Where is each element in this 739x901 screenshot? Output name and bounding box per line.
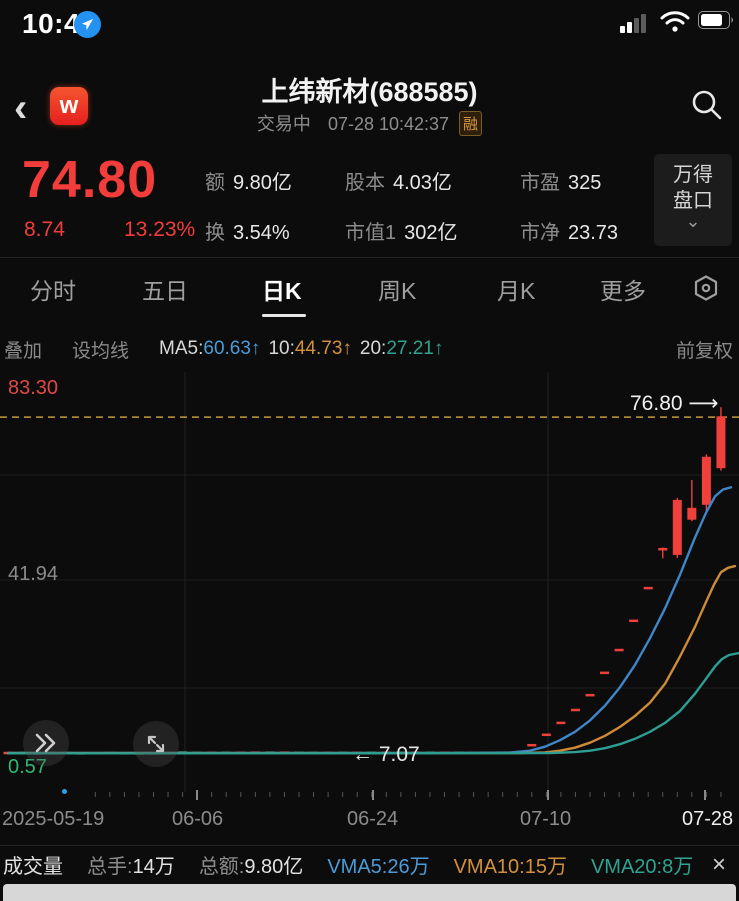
- stat-label: 额: [205, 172, 225, 194]
- tab-monthly-k[interactable]: 月K: [497, 278, 536, 304]
- chevron-down-icon: ⌄: [685, 211, 701, 231]
- stat-marketcap: 市值1 302亿: [345, 216, 458, 245]
- arrow-right-icon: ⟶: [688, 392, 719, 415]
- y-axis-mid-label: 41.94: [8, 563, 59, 585]
- wind-app-icon[interactable]: w: [50, 87, 88, 125]
- stat-pb: 市净 23.73: [520, 216, 618, 245]
- stat-label: 股本: [345, 172, 385, 194]
- wind-order-book-button[interactable]: 万得 盘口 ⌄: [654, 154, 732, 246]
- stat-label: 换: [205, 222, 225, 244]
- battery-icon: [698, 11, 735, 31]
- price-change: 8.74: [24, 218, 65, 241]
- total-amount-label: 总额:: [198, 856, 245, 878]
- vma5-value: VMA5:26万: [327, 856, 430, 878]
- stat-turnover: 换 3.54%: [205, 216, 290, 245]
- active-tab-underline: [262, 314, 306, 317]
- x-label-2: 06-24: [347, 808, 399, 830]
- set-ma-button[interactable]: 设均线: [72, 340, 130, 362]
- ma5-label: MA5:: [159, 338, 204, 359]
- stat-value: 4.03亿: [393, 172, 452, 194]
- wifi-icon: [660, 11, 690, 33]
- stat-label: 市盈: [520, 172, 560, 194]
- y-axis-min-label: 0.57: [8, 756, 47, 778]
- volume-pane-edge: [3, 884, 736, 901]
- divider: [0, 257, 739, 258]
- page-title: 上纬新材(688585): [261, 77, 478, 107]
- stat-label: 市净: [520, 222, 560, 244]
- tab-daily-k[interactable]: 日K: [262, 278, 302, 304]
- stat-value: 325: [568, 172, 602, 194]
- volume-title: 成交量: [3, 856, 63, 878]
- quote-datetime: 07-28 10:42:37: [327, 114, 450, 134]
- x-label-1: 06-06: [172, 808, 224, 830]
- stat-label: 市值1: [345, 222, 397, 244]
- ma5-value: 60.63↑: [203, 338, 261, 359]
- chart-toolbar: 叠加 设均线 MA5: 60.63↑ 10: 44.73↑ 20: 27.21↑…: [0, 333, 739, 365]
- stat-shares: 股本 4.03亿: [345, 166, 452, 195]
- marker-dot: [62, 789, 67, 794]
- location-icon: [74, 11, 101, 38]
- tab-more[interactable]: 更多: [600, 278, 646, 304]
- stat-value: 23.73: [568, 222, 619, 244]
- x-label-4: 07-28: [682, 808, 734, 830]
- back-button[interactable]: ‹: [14, 86, 28, 130]
- price-change-percent: 13.23%: [124, 218, 196, 241]
- y-axis-max-label: 83.30: [8, 377, 59, 399]
- volume-info-bar: 成交量 总手:14万 总额:9.80亿 VMA5:26万 VMA10:15万 V…: [0, 845, 739, 883]
- total-lots-label: 总手:: [87, 856, 133, 878]
- adjust-mode-button[interactable]: 前复权: [675, 340, 733, 362]
- stat-value: 9.80亿: [233, 172, 292, 194]
- expand-chart-button[interactable]: [133, 721, 179, 767]
- stat-pe: 市盈 325: [520, 166, 601, 195]
- close-volume-pane-button[interactable]: ×: [712, 851, 727, 878]
- tab-intraday[interactable]: 分时: [30, 278, 76, 304]
- total-lots: 总手:14万: [87, 850, 175, 879]
- ma10-value: 44.73↑: [294, 338, 352, 359]
- base-price-annotation: ← 7.07: [352, 743, 420, 767]
- chart-settings-icon[interactable]: [692, 274, 720, 302]
- trading-status-text: 交易中: [256, 114, 311, 134]
- last-price: 74.80: [22, 151, 158, 209]
- panel-line1: 万得: [673, 164, 713, 186]
- arrow-left-icon: ←: [352, 743, 373, 766]
- total-amount-value: 9.80亿: [244, 856, 304, 878]
- x-label-0: 2025-05-19: [2, 808, 105, 830]
- stat-amount: 额 9.80亿: [205, 166, 292, 195]
- x-label-3: 07-10: [520, 808, 572, 830]
- vma20-value: VMA20:8万: [590, 856, 694, 878]
- stat-value: 3.54%: [233, 222, 290, 244]
- fast-forward-button[interactable]: [23, 720, 69, 766]
- ma20-label: 20:: [359, 338, 387, 359]
- stat-value: 302亿: [404, 222, 458, 244]
- panel-line2: 盘口: [673, 190, 713, 212]
- high-price-annotation: 76.80 ⟶: [630, 391, 719, 416]
- trading-status: 交易中 07-28 10:42:37 融: [0, 110, 739, 136]
- tab-weekly-k[interactable]: 周K: [378, 278, 417, 304]
- signal-icon: [620, 14, 654, 34]
- overlay-button[interactable]: 叠加: [4, 340, 43, 362]
- tab-five-day[interactable]: 五日: [142, 278, 188, 304]
- ma20-value: 27.21↑: [386, 338, 444, 359]
- high-price-value: 76.80: [630, 392, 683, 415]
- margin-badge: 融: [459, 111, 483, 136]
- total-amount: 总额:9.80亿: [199, 850, 304, 879]
- base-price-value: 7.07: [378, 743, 420, 766]
- search-icon[interactable]: [690, 88, 724, 122]
- vma10-value: VMA10:15万: [453, 856, 567, 878]
- total-lots-value: 14万: [132, 856, 175, 878]
- ma10-label: 10:: [268, 338, 295, 359]
